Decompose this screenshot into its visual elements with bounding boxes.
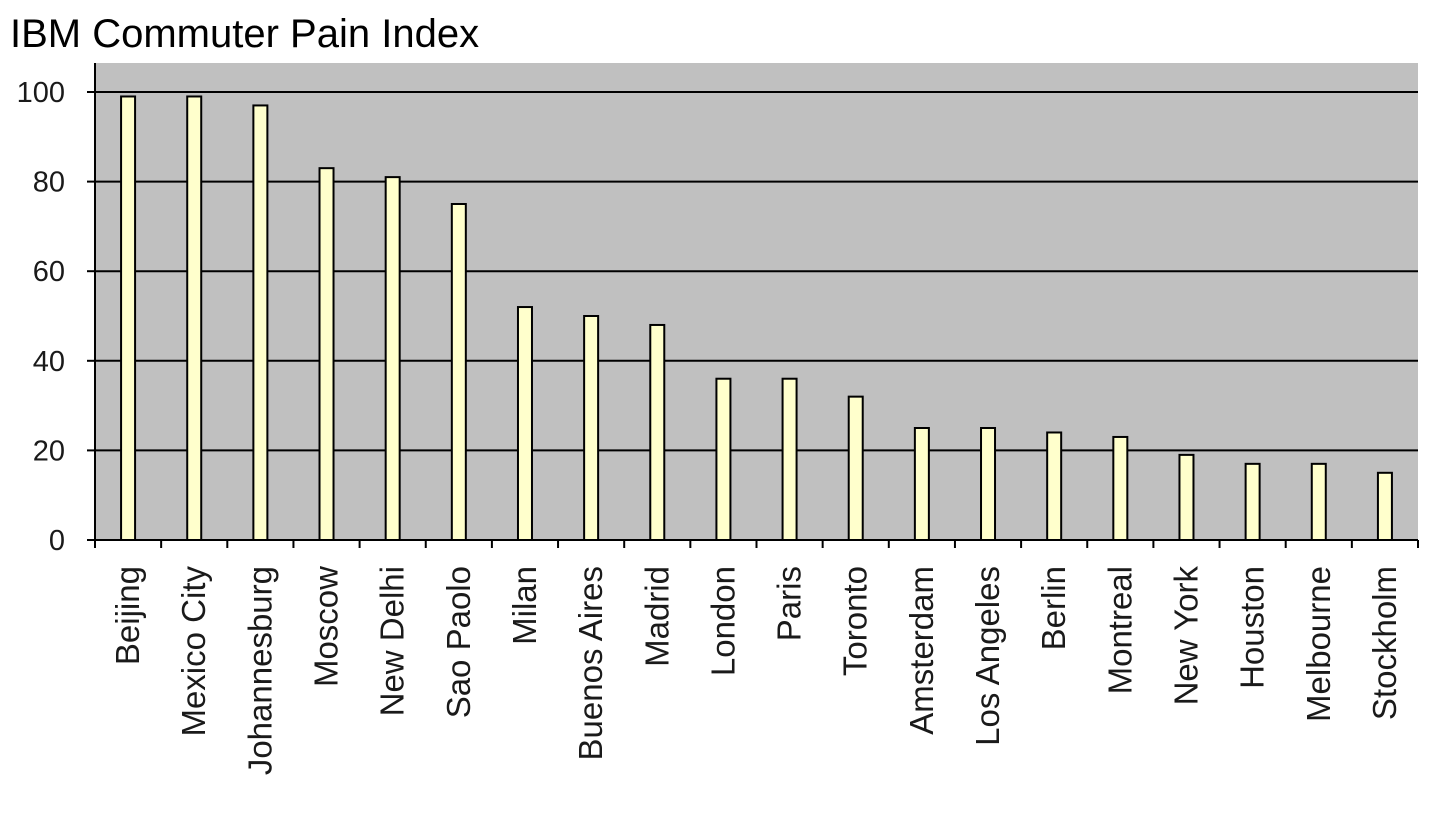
x-tick-label: Montreal [1101, 566, 1138, 694]
x-tick-label: New York [1167, 566, 1204, 706]
plot-area [95, 63, 1418, 540]
bar-new-delhi [384, 176, 401, 541]
x-tick-label: Moscow [308, 566, 345, 687]
x-tick-label: London [704, 566, 741, 676]
x-tick-label: Melbourne [1300, 566, 1337, 722]
x-tick-label: New Delhi [374, 566, 411, 716]
y-tick-label: 20 [33, 435, 65, 467]
x-tick-label: Los Angeles [969, 566, 1006, 746]
x-tick-labels: Beijing Mexico City Johannesburg Moscow New … [109, 566, 1403, 776]
x-tick-label: Berlin [1035, 566, 1072, 650]
bar-montreal [1112, 435, 1129, 541]
x-tick-label: Toronto [837, 566, 874, 676]
bar-houston [1244, 462, 1261, 541]
bar-buenos-aires [583, 315, 600, 541]
bar-johannesburg [252, 104, 269, 541]
bar-milan [516, 306, 533, 542]
gridlines [95, 91, 1418, 452]
bar-moscow [318, 167, 335, 541]
bar-beijing [120, 95, 137, 541]
bar-paris [781, 377, 798, 541]
x-tick-label: Mexico City [175, 566, 212, 737]
x-tick-label: Buenos Aires [572, 566, 609, 760]
x-tick-label: Sao Paolo [440, 566, 477, 718]
x-tick-label: Madrid [638, 566, 675, 667]
bar-mexico-city [186, 95, 203, 541]
x-tick-label: Paris [771, 566, 808, 641]
y-tick-label: 0 [49, 525, 65, 557]
x-tick-label: Amsterdam [903, 566, 940, 735]
x-tick-label: Stockholm [1366, 566, 1403, 720]
y-tick-label: 60 [33, 256, 65, 288]
bar-los-angeles [980, 427, 997, 541]
bar-amsterdam [913, 427, 930, 541]
chart-title: IBM Commuter Pain Index [10, 12, 480, 56]
x-tick-label: Milan [506, 566, 543, 645]
bar-melbourne [1310, 462, 1327, 541]
bar-sao-paolo [450, 203, 467, 541]
y-tick-labels: 0 20 40 60 80 100 [17, 77, 65, 557]
x-tick-label: Johannesburg [241, 566, 278, 775]
bar-berlin [1046, 431, 1063, 542]
y-tick-label: 40 [33, 346, 65, 378]
bar-toronto [847, 395, 864, 542]
x-tick-label: Houston [1234, 566, 1271, 689]
bar-madrid [649, 323, 666, 541]
y-tick-label: 100 [17, 77, 65, 109]
bar-stockholm [1376, 471, 1393, 541]
bar-london [715, 377, 732, 541]
x-tick-label: Beijing [109, 566, 146, 665]
axis-ticks [87, 91, 1419, 548]
bar-new-york [1178, 453, 1195, 542]
y-tick-label: 80 [33, 167, 65, 199]
